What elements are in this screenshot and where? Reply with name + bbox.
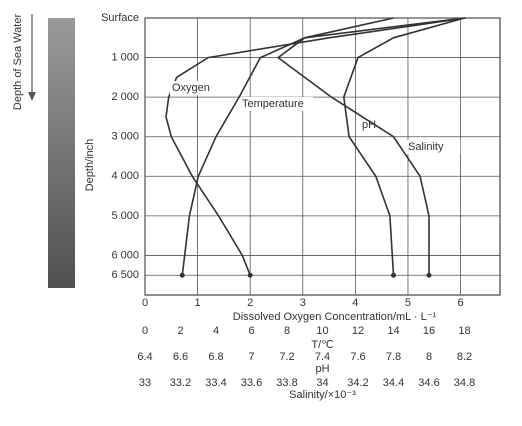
y-tick-label: 6 000 [111, 249, 139, 261]
depth-bar [48, 18, 75, 288]
x-tick-label: 6.8 [208, 351, 223, 363]
x-tick-label: 16 [423, 325, 435, 337]
x-tick-label: 0 [142, 325, 148, 337]
x-tick-label: 5 [405, 297, 411, 309]
series-line [342, 17, 465, 276]
series-line [165, 17, 466, 276]
y-tick-label: 3 000 [111, 131, 139, 143]
label-bg [240, 97, 314, 111]
x-axis-label: T/℃ [311, 339, 333, 351]
end-point [247, 272, 253, 278]
x-tick-label: 7.8 [386, 351, 401, 363]
x-tick-label: 8 [284, 325, 290, 337]
x-tick-label: 2 [177, 325, 183, 337]
x-tick-label: 18 [458, 325, 470, 337]
x-tick-label: 12 [352, 325, 364, 337]
x-tick-label: 6.6 [173, 351, 188, 363]
y-tick-label: Surface [101, 12, 139, 24]
y-tick-label: 6 500 [111, 269, 139, 281]
series-label: pH [362, 119, 376, 131]
x-tick-label: 0 [142, 297, 148, 309]
x-tick-label: 7.4 [315, 351, 330, 363]
x-tick-label: 34.2 [347, 377, 368, 389]
x-tick-label: 8 [426, 351, 432, 363]
x-tick-label: 8.2 [457, 351, 472, 363]
y-axis-label: Depth/inch [84, 139, 96, 192]
x-tick-label: 33.8 [276, 377, 297, 389]
x-axis-label: Salinity/×10⁻³ [289, 389, 356, 401]
y-tick-label: 4 000 [111, 170, 139, 182]
x-tick-label: 10 [316, 325, 328, 337]
end-point [391, 272, 396, 278]
side-label: Depth of Sea Water [12, 14, 24, 111]
x-axis-label: pH [315, 363, 329, 375]
end-point [426, 272, 432, 278]
series-label: Oxygen [172, 82, 210, 94]
x-tick-label: 3 [300, 297, 306, 309]
x-tick-label: 6 [457, 297, 463, 309]
y-tick-label: 5 000 [111, 210, 139, 222]
y-tick-label: 1 000 [111, 51, 139, 63]
series-label: Temperature [242, 98, 304, 110]
series-label: Salinity [408, 141, 444, 153]
series-line [181, 17, 465, 276]
x-axis-label: Dissolved Oxygen Concentration/mL · L⁻¹ [233, 311, 437, 323]
x-tick-label: 7.6 [350, 351, 365, 363]
label-bg [406, 140, 461, 154]
x-tick-label: 33.4 [205, 377, 226, 389]
label-bg [360, 118, 377, 132]
x-tick-label: 7 [248, 351, 254, 363]
x-tick-label: 34.8 [454, 377, 475, 389]
x-tick-label: 34.6 [418, 377, 439, 389]
x-tick-label: 7.2 [279, 351, 294, 363]
x-tick-label: 2 [247, 297, 253, 309]
x-tick-label: 4 [352, 297, 358, 309]
label-bg [170, 81, 212, 95]
x-tick-label: 1 [195, 297, 201, 309]
y-tick-label: 2 000 [111, 91, 139, 103]
end-point [179, 272, 185, 278]
depth-arrow-head [28, 92, 36, 101]
x-tick-label: 33.2 [170, 377, 191, 389]
x-tick-label: 4 [213, 325, 219, 337]
x-tick-label: 33.6 [241, 377, 262, 389]
x-tick-label: 34 [316, 377, 328, 389]
plot-frame [144, 17, 501, 296]
x-tick-label: 34.4 [383, 377, 404, 389]
x-tick-label: 33 [139, 377, 151, 389]
x-tick-label: 6 [248, 325, 254, 337]
x-tick-label: 6.4 [137, 351, 152, 363]
series-line [276, 17, 430, 276]
x-tick-label: 14 [387, 325, 399, 337]
